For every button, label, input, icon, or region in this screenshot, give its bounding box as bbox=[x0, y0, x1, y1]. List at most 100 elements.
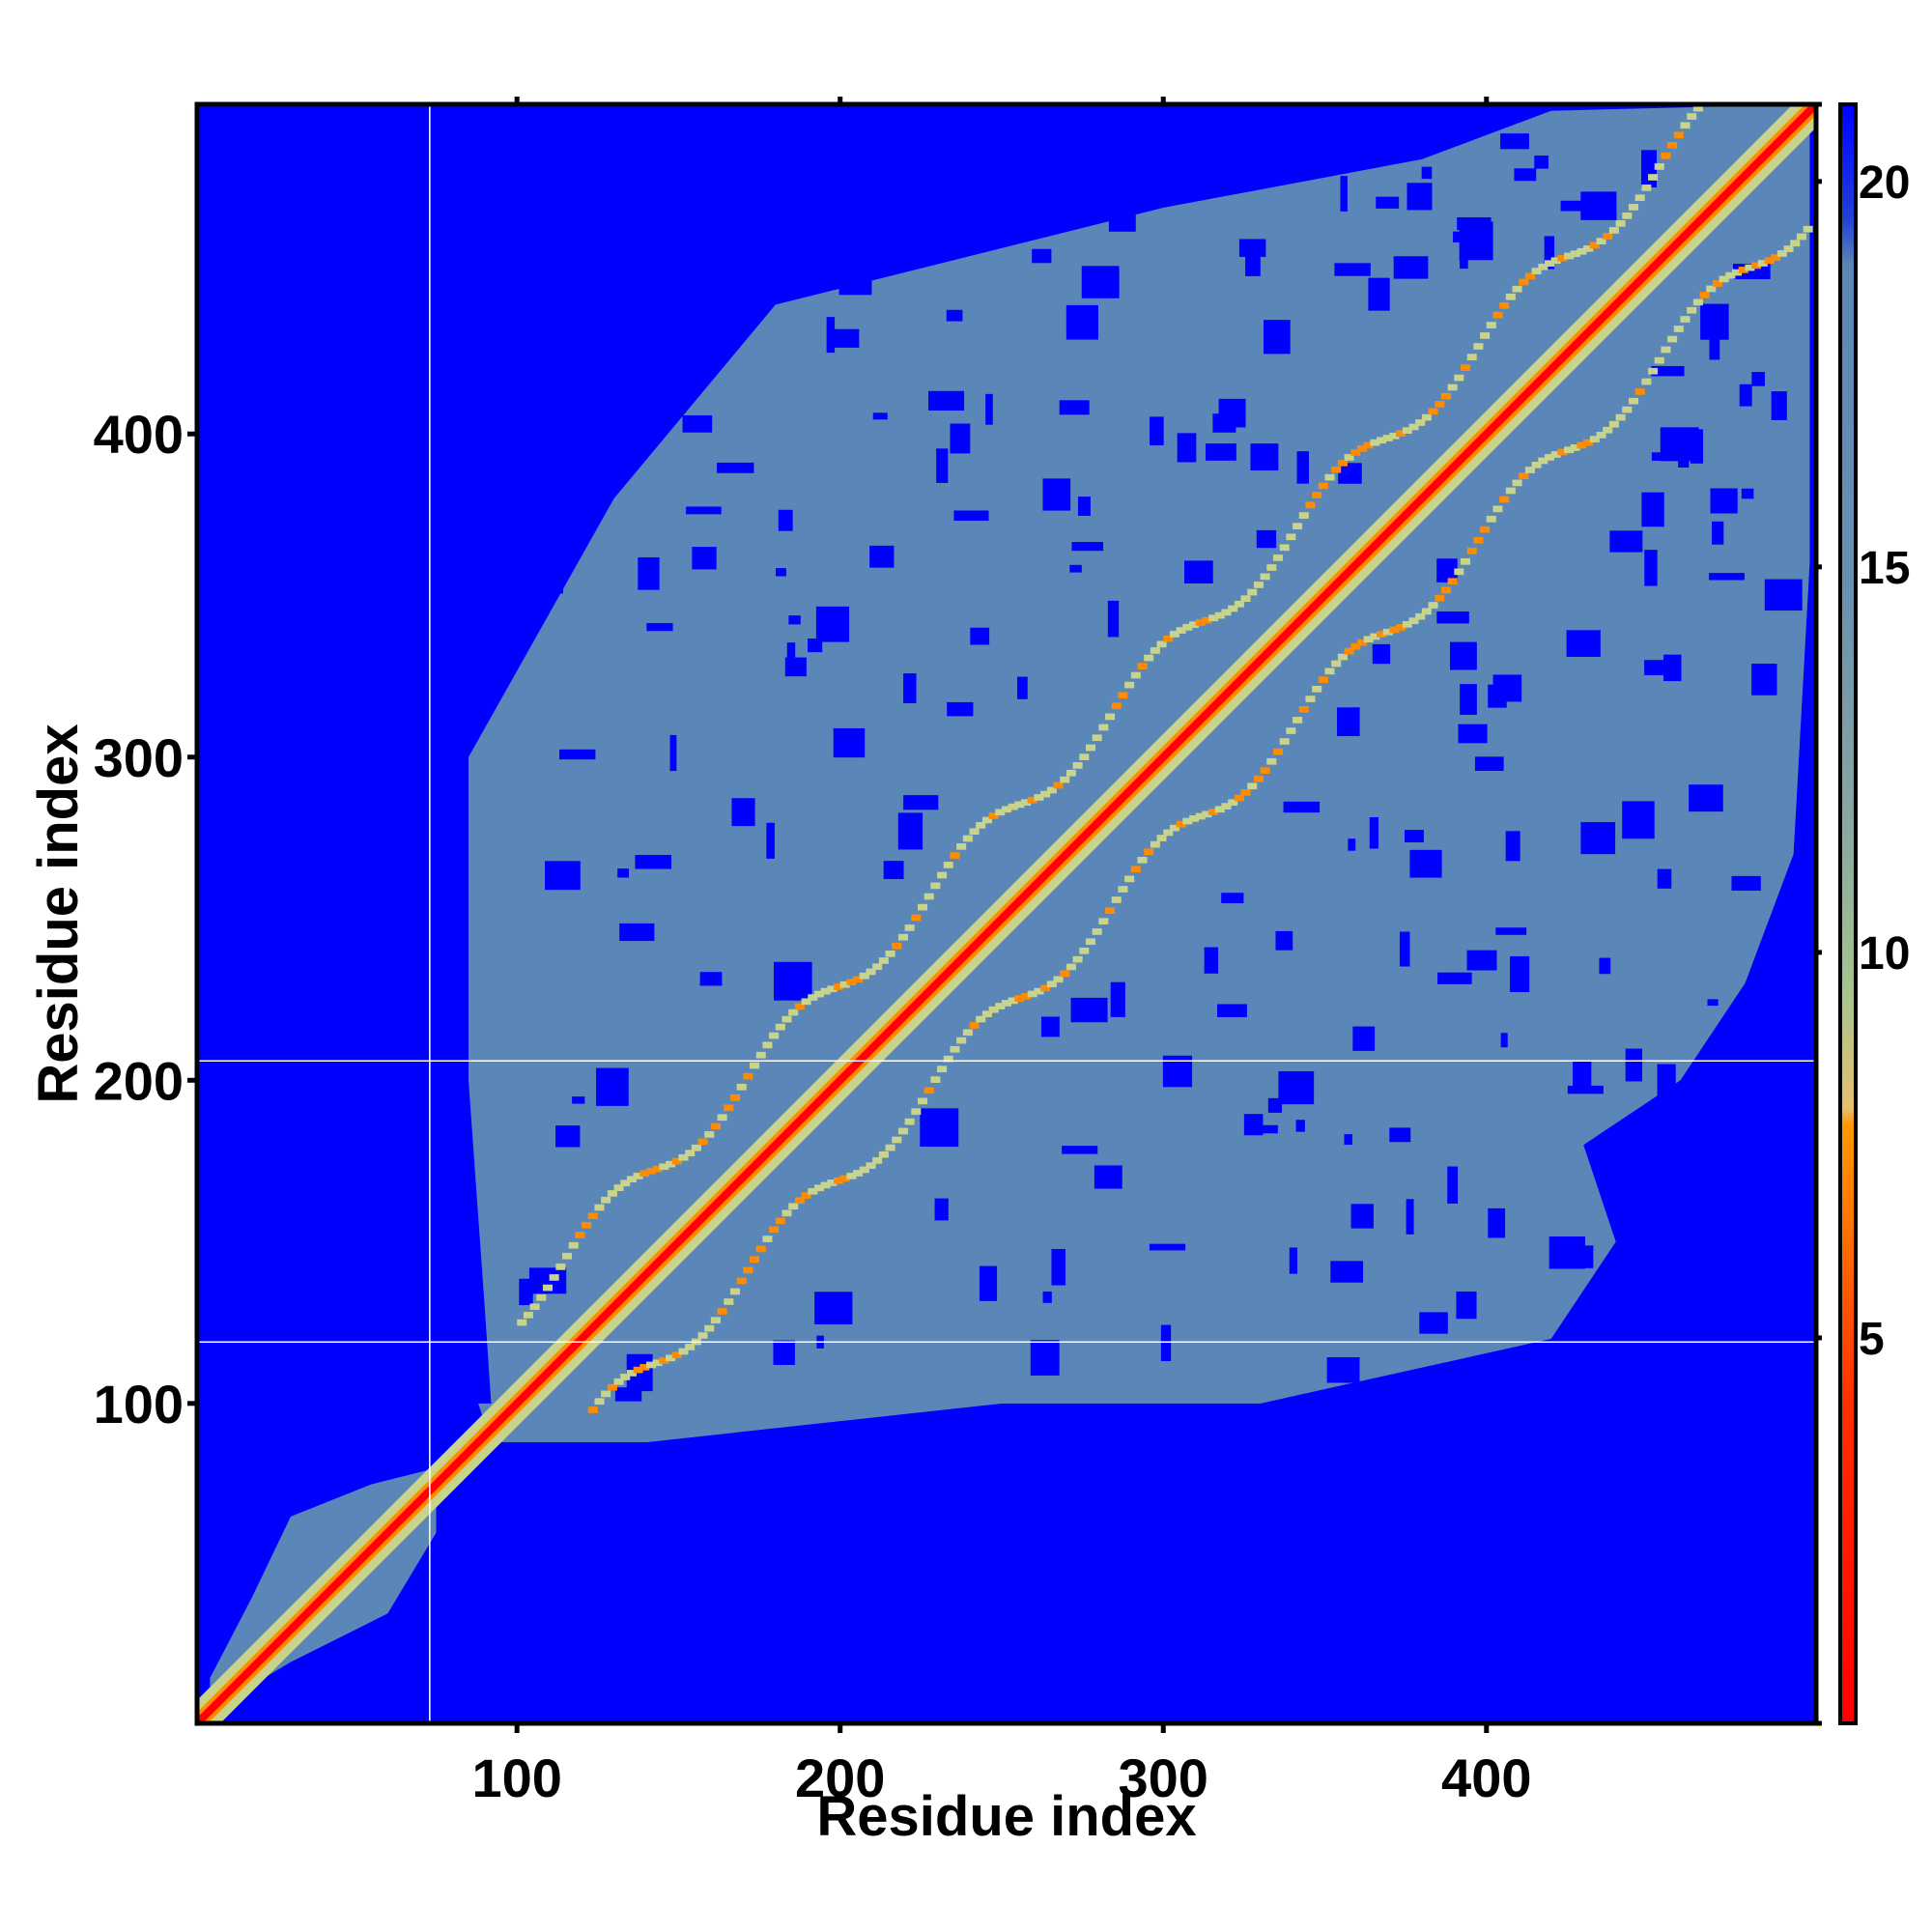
heatmap-band-cell bbox=[878, 1151, 889, 1158]
colorbar-ticks: 5 10 15 20 bbox=[1813, 101, 1910, 1726]
heatmap-band-cell bbox=[846, 979, 857, 986]
heatmap-void bbox=[814, 1292, 853, 1324]
heatmap-band-cell bbox=[729, 1288, 741, 1295]
heatmap-band-cell bbox=[613, 1378, 624, 1385]
heatmap-band-cell bbox=[1421, 608, 1432, 615]
heatmap-band-cell bbox=[1564, 446, 1575, 454]
heatmap-void bbox=[883, 861, 904, 880]
heatmap-band-cell bbox=[1454, 374, 1464, 382]
heatmap-void bbox=[946, 309, 963, 322]
heatmap-band-cell bbox=[1680, 316, 1690, 323]
heatmap-band-cell bbox=[781, 1015, 792, 1023]
heatmap-band-cell bbox=[1266, 564, 1277, 571]
y-axis-title: Residue index bbox=[27, 724, 90, 1103]
heatmap-band-cell bbox=[1771, 254, 1781, 261]
heatmap-band-cell bbox=[729, 1094, 741, 1101]
heatmap-band-cell bbox=[988, 812, 999, 819]
heatmap-band-cell bbox=[1298, 705, 1309, 713]
heatmap-void bbox=[903, 795, 939, 810]
heatmap-void bbox=[1405, 830, 1424, 843]
heatmap-band-cell bbox=[1589, 242, 1600, 249]
heatmap-void bbox=[1059, 400, 1090, 415]
heatmap-band-cell bbox=[691, 1144, 701, 1151]
heatmap-band-cell bbox=[1661, 152, 1671, 159]
heatmap-void bbox=[1225, 143, 1257, 169]
heatmap-band-cell bbox=[1687, 306, 1697, 314]
heatmap-band-cell bbox=[1641, 185, 1652, 191]
heatmap-void bbox=[619, 923, 655, 942]
heatmap-void bbox=[1042, 1291, 1052, 1303]
heatmap-band-cell bbox=[1435, 401, 1445, 408]
heatmap-band-cell bbox=[704, 1324, 715, 1332]
heatmap-band-cell bbox=[1712, 280, 1722, 287]
colorbar-tick-label: 15 bbox=[1859, 543, 1910, 594]
heatmap-band-cell bbox=[1053, 781, 1064, 789]
heatmap-band-cell bbox=[717, 1114, 727, 1122]
heatmap-band-cell bbox=[853, 976, 864, 983]
heatmap-void bbox=[1560, 200, 1584, 212]
heatmap-band-cell bbox=[1402, 621, 1412, 628]
heatmap-band-cell bbox=[1195, 618, 1206, 626]
heatmap-band-cell bbox=[1764, 257, 1775, 265]
heatmap-band-cell bbox=[1461, 557, 1471, 565]
x-tick-label: 100 bbox=[471, 1747, 561, 1808]
heatmap-band-cell bbox=[1305, 696, 1316, 702]
heatmap-void bbox=[1436, 558, 1458, 582]
heatmap-band-cell bbox=[943, 1055, 953, 1063]
heatmap-void bbox=[1393, 256, 1429, 279]
heatmap-band-cell bbox=[820, 987, 831, 995]
heatmap-band-cell bbox=[918, 1097, 928, 1105]
heatmap-band-cell bbox=[1363, 441, 1374, 449]
heatmap-band-cell bbox=[1583, 245, 1594, 252]
heatmap-void bbox=[517, 199, 533, 213]
heatmap-void bbox=[1110, 981, 1125, 1017]
heatmap-band-cell bbox=[846, 1173, 857, 1179]
heatmap-band-cell bbox=[1356, 445, 1368, 452]
heatmap-void bbox=[903, 673, 917, 703]
heatmap-band-cell bbox=[769, 1226, 780, 1234]
heatmap-band-cell bbox=[904, 924, 915, 931]
heatmap-void bbox=[1625, 1048, 1643, 1082]
heatmap-band-cell bbox=[1654, 356, 1664, 364]
heatmap-void bbox=[1296, 451, 1309, 484]
heatmap-band-cell bbox=[1156, 640, 1167, 648]
heatmap-band-cell bbox=[607, 1190, 617, 1197]
heatmap-void bbox=[914, 202, 922, 213]
heatmap-void bbox=[1460, 253, 1468, 270]
heatmap-band-cell bbox=[937, 871, 948, 879]
heatmap-band-cell bbox=[1195, 812, 1206, 820]
heatmap-void bbox=[1070, 997, 1108, 1023]
heatmap-void bbox=[1597, 1366, 1605, 1402]
heatmap-band-cell bbox=[1382, 435, 1393, 441]
heatmap-band-cell bbox=[911, 914, 922, 922]
heatmap-band-cell bbox=[1337, 460, 1348, 467]
heatmap-void bbox=[1283, 801, 1321, 813]
heatmap-void bbox=[766, 822, 775, 859]
heatmap-void bbox=[788, 615, 801, 625]
heatmap-band-cell bbox=[820, 1181, 831, 1189]
heatmap-band-cell bbox=[1272, 748, 1284, 755]
heatmap-void bbox=[646, 623, 673, 632]
heatmap-band-cell bbox=[1169, 824, 1179, 832]
heatmap-band-cell bbox=[1557, 448, 1568, 456]
heatmap-void bbox=[1256, 529, 1277, 549]
heatmap-void bbox=[830, 328, 860, 348]
heatmap-band-cell bbox=[956, 843, 967, 850]
heatmap-void bbox=[1700, 303, 1729, 340]
plot-frame bbox=[194, 101, 1819, 1726]
heatmap-band-cell bbox=[1293, 523, 1303, 530]
heatmap-band-cell bbox=[1692, 298, 1703, 306]
heatmap-void bbox=[1250, 443, 1279, 471]
heatmap-band-cell bbox=[1202, 810, 1212, 818]
heatmap-band-cell bbox=[717, 1308, 727, 1315]
x-tick-label: 400 bbox=[1441, 1747, 1531, 1808]
heatmap-void bbox=[1580, 822, 1616, 855]
heatmap-band-cell bbox=[1673, 326, 1684, 332]
heatmap-void bbox=[1751, 664, 1777, 696]
heatmap-band-cell bbox=[1247, 588, 1258, 596]
heatmap-void bbox=[1063, 104, 1095, 119]
heatmap-band-cell bbox=[892, 942, 902, 950]
heatmap-band-cell bbox=[866, 968, 876, 976]
heatmap-band-cell bbox=[801, 998, 811, 1006]
